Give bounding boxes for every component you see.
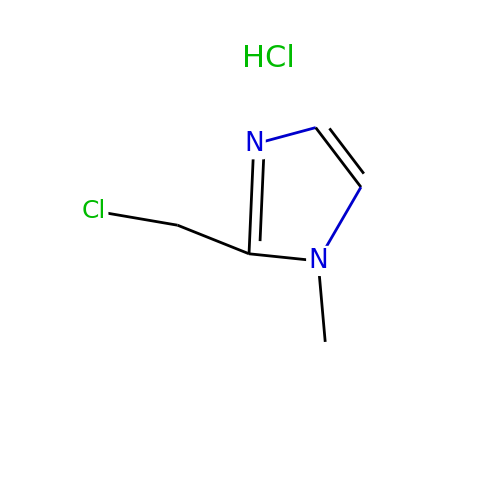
Text: N: N — [244, 131, 263, 157]
Text: Cl: Cl — [82, 199, 106, 223]
Text: N: N — [308, 248, 328, 274]
Text: HCl: HCl — [241, 44, 295, 73]
